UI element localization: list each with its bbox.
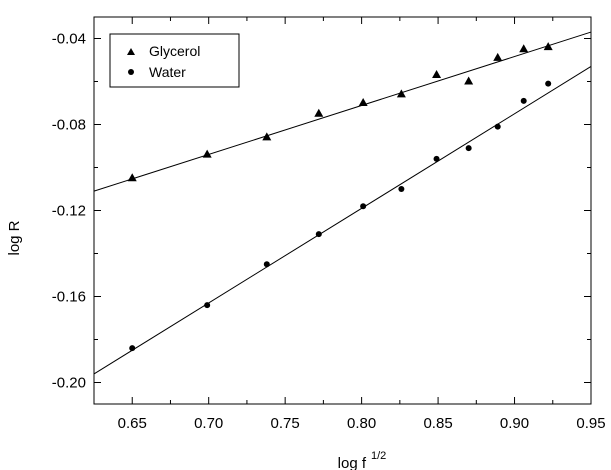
data-point-water: [433, 155, 440, 162]
legend-marker-glycerol: [127, 48, 135, 55]
data-point-glycerol: [202, 149, 212, 158]
data-markers: [127, 42, 553, 352]
fit-lines: [93, 31, 592, 375]
data-point-glycerol: [127, 173, 137, 182]
data-point-glycerol: [314, 108, 324, 117]
data-point-water: [360, 203, 367, 210]
x-axis-title-group: log f 1/2: [338, 450, 387, 470]
y-axis-title: log R: [6, 220, 23, 255]
data-point-water: [204, 302, 211, 309]
data-point-water: [263, 261, 270, 268]
legend-label-water: Water: [149, 64, 186, 80]
data-point-glycerol: [543, 42, 553, 51]
x-tick-label: 0.80: [347, 415, 376, 432]
legend-label-glycerol: Glycerol: [149, 43, 200, 59]
y-tick-label: -0.08: [52, 117, 86, 134]
y-axis-ticks: -0.04 -0.08 -0.12 -0.16 -0.20: [52, 31, 591, 392]
data-point-water: [545, 80, 552, 87]
x-tick-label: 0.90: [500, 415, 529, 432]
data-point-glycerol: [432, 70, 442, 79]
x-axis-title: log f: [338, 455, 367, 470]
data-point-water: [465, 145, 472, 152]
data-point-glycerol: [396, 89, 406, 98]
x-tick-label: 0.75: [271, 415, 300, 432]
fit-line-water: [93, 66, 592, 375]
x-tick-label: 0.70: [194, 415, 223, 432]
x-axis-ticks: 0.65 0.70 0.75 0.80 0.85 0.90 0.95: [93, 17, 606, 432]
data-point-water: [129, 345, 136, 352]
data-point-glycerol: [358, 98, 368, 106]
legend: Glycerol Water: [109, 33, 240, 88]
data-point-water: [398, 186, 405, 192]
legend-marker-water: [128, 69, 134, 75]
fit-line-glycerol: [93, 31, 592, 192]
data-point-glycerol: [262, 132, 272, 141]
data-point-water: [494, 123, 501, 130]
x-axis-title-superscript: 1/2: [371, 450, 386, 462]
data-point-glycerol: [519, 44, 529, 53]
data-point-glycerol: [493, 52, 503, 61]
data-point-water: [315, 231, 322, 238]
y-tick-label: -0.16: [52, 289, 86, 306]
y-tick-label: -0.20: [52, 375, 86, 392]
x-tick-label: 0.85: [423, 415, 452, 432]
x-tick-label: 0.95: [576, 415, 605, 432]
x-tick-label: 0.65: [118, 415, 147, 432]
legend-box: [109, 33, 240, 88]
data-point-glycerol: [464, 76, 474, 85]
data-point-water: [520, 97, 527, 104]
y-tick-label: -0.12: [52, 203, 86, 220]
y-tick-label: -0.04: [52, 31, 86, 48]
